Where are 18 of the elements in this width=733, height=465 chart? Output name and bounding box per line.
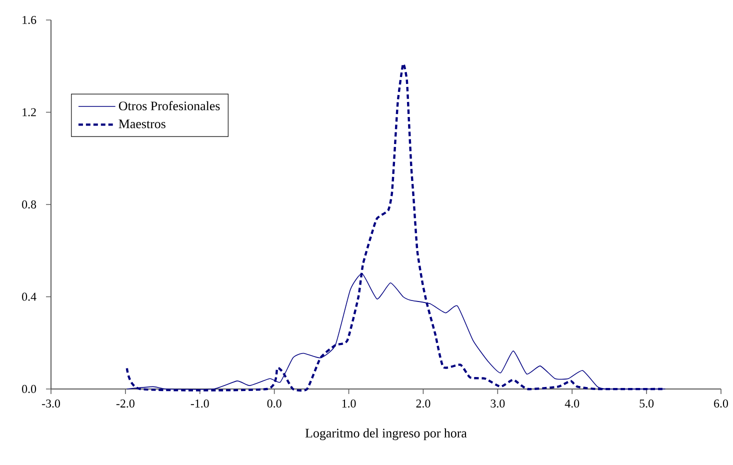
x-tick-label: 4.0 xyxy=(564,399,580,408)
y-tick-label: 1.2 xyxy=(22,108,36,116)
x-tick-label: 3.0 xyxy=(490,399,505,408)
x-tick-label: 6.0 xyxy=(714,399,728,408)
x-tick-label: -3.0 xyxy=(42,399,60,408)
x-axis-title: Logaritmo del ingreso por hora xyxy=(305,428,467,440)
legend-label: Otros Profesionales xyxy=(118,101,220,110)
y-tick-label: 0.8 xyxy=(22,200,36,209)
y-tick-label: 0.0 xyxy=(22,384,36,394)
y-tick-label: 0.4 xyxy=(22,292,36,301)
x-tick-label: 1.0 xyxy=(342,399,356,408)
x-tick-label: -2.0 xyxy=(116,399,134,408)
x-tick-label: 0.0 xyxy=(267,399,282,408)
x-tick-label: -1.0 xyxy=(190,399,209,408)
x-tick-label: 2.0 xyxy=(416,399,430,408)
y-tick-label: 1.6 xyxy=(22,16,36,24)
x-tick-label: 5.0 xyxy=(640,399,654,408)
legend-label: Maestros xyxy=(118,120,166,128)
